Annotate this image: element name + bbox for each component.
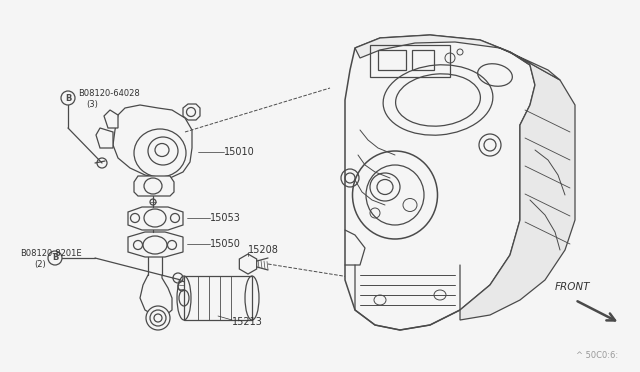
Text: 15050: 15050 <box>210 239 241 249</box>
Text: 15208: 15208 <box>248 245 279 255</box>
Polygon shape <box>183 104 200 120</box>
Text: 15213: 15213 <box>232 317 263 327</box>
Text: FRONT: FRONT <box>555 282 591 292</box>
Polygon shape <box>355 35 560 80</box>
Bar <box>378 50 406 70</box>
Polygon shape <box>128 232 183 257</box>
Polygon shape <box>104 110 118 128</box>
Polygon shape <box>239 254 257 274</box>
Text: (2): (2) <box>34 260 45 269</box>
Text: B: B <box>52 253 58 263</box>
Text: ^ 50C0:6:: ^ 50C0:6: <box>576 351 618 360</box>
Text: B: B <box>65 93 71 103</box>
Text: B08120-8201E: B08120-8201E <box>20 250 82 259</box>
Ellipse shape <box>146 306 170 330</box>
Polygon shape <box>460 52 575 320</box>
Polygon shape <box>128 207 183 230</box>
Bar <box>412 50 434 70</box>
Polygon shape <box>96 128 113 148</box>
Bar <box>370 45 450 77</box>
Polygon shape <box>134 176 174 196</box>
Text: 15010: 15010 <box>224 147 255 157</box>
Text: B08120-64028: B08120-64028 <box>78 89 140 97</box>
Polygon shape <box>113 105 192 178</box>
Text: 15053: 15053 <box>210 213 241 223</box>
Polygon shape <box>345 35 535 330</box>
Bar <box>184 276 252 320</box>
Text: (3): (3) <box>86 99 98 109</box>
